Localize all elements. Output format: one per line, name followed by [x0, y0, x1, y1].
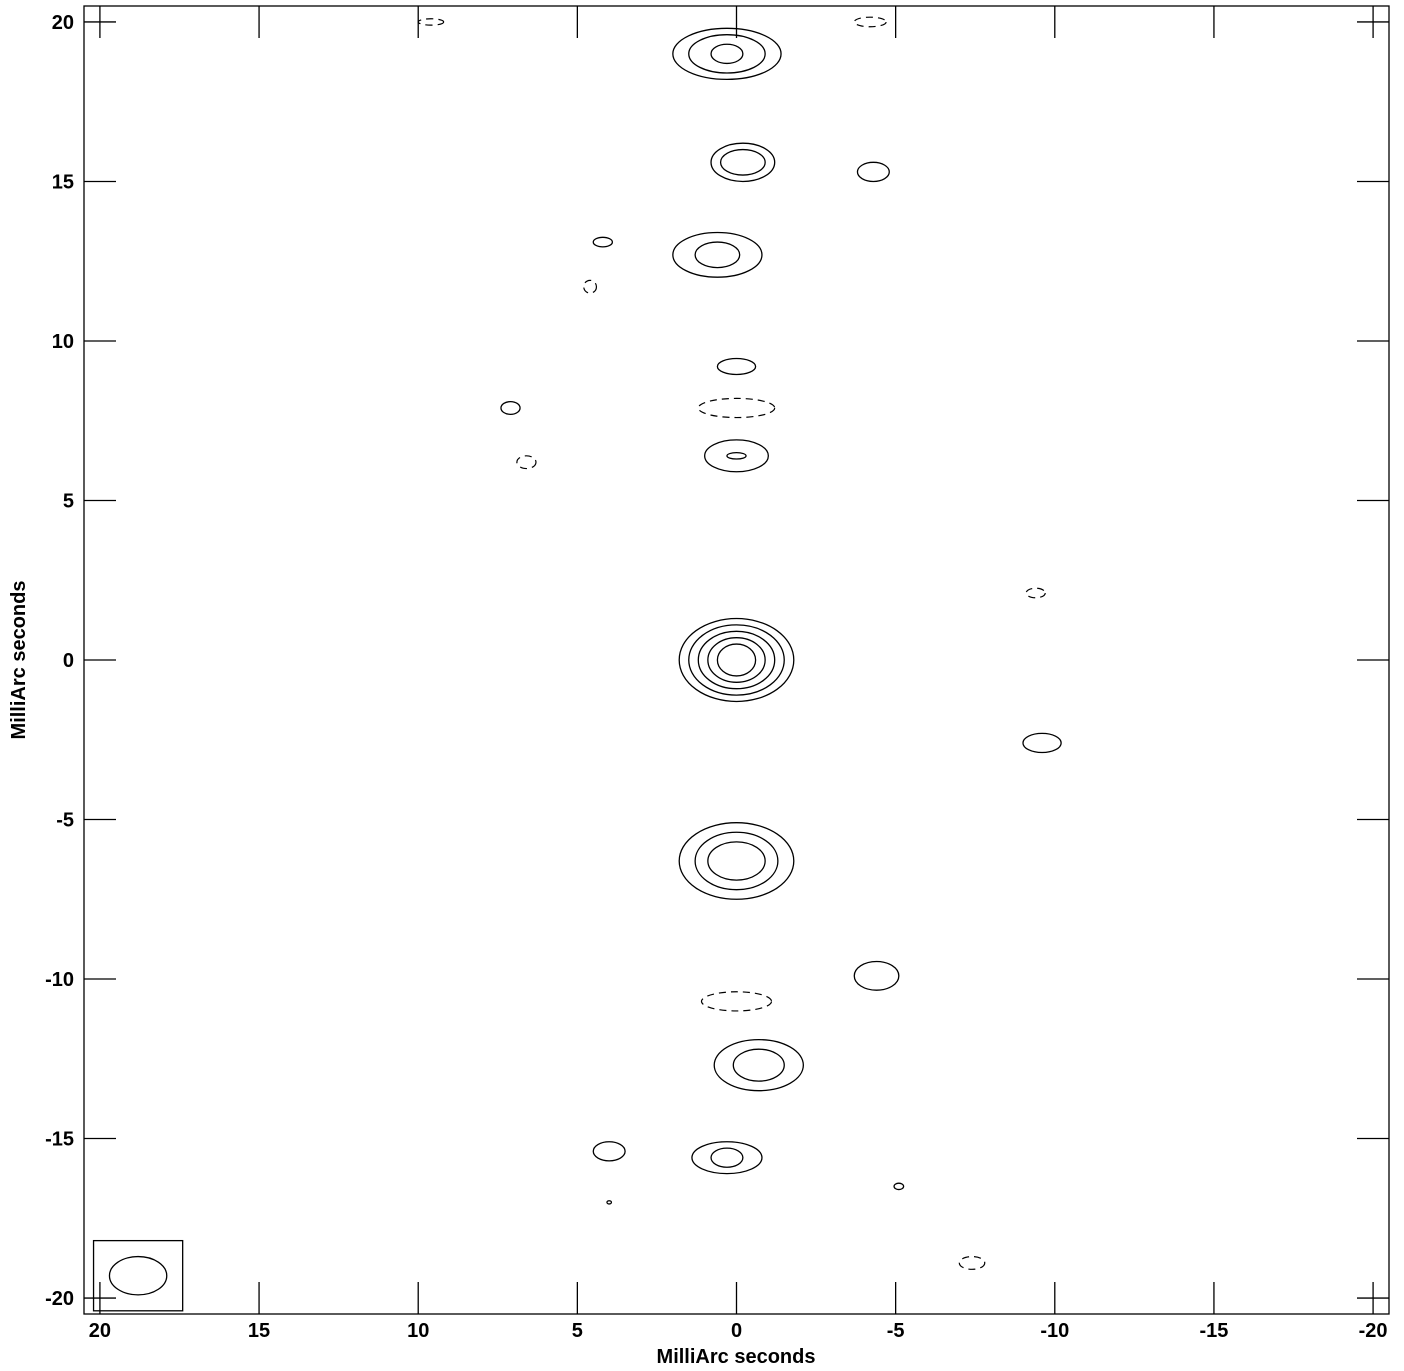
x-tick-label-0: 20: [89, 1320, 111, 1342]
x-tick-label-5: -5: [887, 1320, 905, 1342]
contour-level-4-0: [592, 236, 614, 248]
plot-marks: [417, 16, 1062, 1270]
negative-contour-7: [958, 1255, 986, 1270]
contour-level-6-0: [500, 400, 521, 416]
contour-level-0-2: [672, 27, 782, 81]
contour-level-5-0: [716, 357, 757, 376]
x-tick-label-4: 0: [731, 1320, 742, 1342]
contour-level-9-0: [1022, 732, 1062, 754]
x-tick-label-2: 10: [407, 1320, 429, 1342]
contour-level-8-4: [678, 617, 795, 703]
x-tick-label-3: 5: [572, 1320, 583, 1342]
y-tick-label-3: 5: [63, 490, 74, 512]
contour-level-0-0: [710, 43, 744, 65]
x-tick-label-8: -20: [1359, 1320, 1388, 1342]
contour-level-12-1: [713, 1038, 804, 1092]
x-tick-label-6: -10: [1040, 1320, 1069, 1342]
y-tick-label-0: 20: [52, 12, 74, 34]
axis-ticks: 20 15 10 5 0 -5 -10 -15 -20 20 15 10 5 0 -5 -10 -15 -20: [45, 6, 1389, 1342]
negative-contour-2: [417, 18, 445, 26]
contour-level-11-0: [853, 960, 900, 991]
negative-contour-3: [853, 16, 887, 28]
contour-level-8-3: [688, 624, 785, 696]
x-axis-title: MilliArc seconds: [657, 1346, 816, 1368]
beam-frame: [92, 1239, 184, 1312]
contour-level-14-1: [691, 1141, 763, 1175]
beam-ellipse: [108, 1255, 168, 1296]
contour-level-0-1: [688, 34, 766, 74]
contour-level-10-0: [707, 841, 766, 881]
contour-level-8-2: [697, 630, 776, 690]
negative-contour-4: [1025, 587, 1046, 599]
beam-box: [92, 1239, 184, 1312]
y-tick-label-2: 10: [52, 331, 74, 353]
contour-level-8-1: [707, 637, 766, 683]
contour-level-16-0: [606, 1200, 613, 1205]
contour-level-1-0: [719, 148, 766, 176]
contour-level-10-1: [694, 831, 779, 891]
y-tick-label-5: -5: [56, 810, 74, 832]
contour-level-10-2: [678, 822, 795, 900]
contour-level-13-0: [592, 1141, 626, 1162]
contour-level-8-0: [716, 643, 757, 677]
contour-level-3-0: [694, 241, 741, 269]
y-tick-label-1: 15: [52, 171, 74, 193]
contour-level-1-1: [710, 142, 776, 183]
y-tick-label-8: -20: [45, 1288, 74, 1310]
contour-level-7-1: [704, 439, 769, 473]
x-tick-label-1: 15: [248, 1320, 270, 1342]
y-tick-label-6: -10: [45, 969, 74, 991]
contour-level-12-0: [732, 1048, 785, 1082]
negative-contour-6: [583, 279, 598, 294]
negative-contour-1: [700, 991, 773, 1012]
y-tick-label-4: 0: [63, 650, 74, 672]
negative-contour-5: [516, 455, 537, 470]
x-tick-label-7: -15: [1199, 1320, 1228, 1342]
contour-level-3-1: [672, 231, 763, 278]
contour-level-2-0: [856, 161, 890, 183]
contour-level-14-0: [710, 1147, 744, 1168]
contour-level-15-0: [893, 1182, 905, 1191]
y-axis-title: MilliArc seconds: [8, 581, 30, 740]
negative-contour-0: [697, 397, 776, 419]
contour-level-7-0: [726, 451, 747, 460]
plot-frame: [83, 5, 1390, 1315]
y-tick-label-7: -15: [45, 1129, 74, 1151]
